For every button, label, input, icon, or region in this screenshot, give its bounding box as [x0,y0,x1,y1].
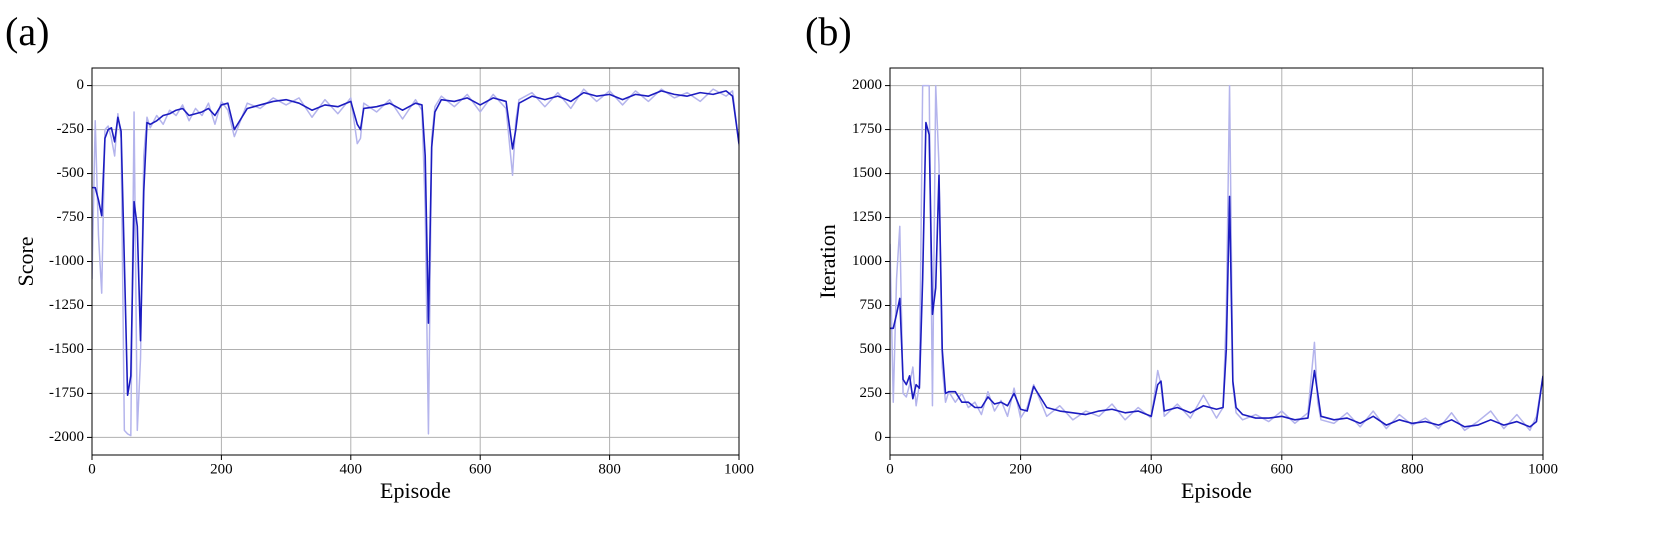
y-tick-label: -1750 [49,385,84,401]
y-tick-label: 250 [860,385,883,401]
subplot: (a) 0 200 400 600 800 1000 0 -250 -500 -750 -1000 -1… [5,9,754,503]
series-line [92,90,739,396]
y-tick-label: 750 [860,297,883,313]
y-tick-label: 0 [77,77,85,93]
series-line [890,84,1543,432]
x-tick-label: 1000 [724,461,754,477]
x-tick-label: 800 [1401,461,1424,477]
subplot: (b) 0 200 400 600 800 1000 0 250 500 750 1000 1250 15… [805,9,1558,503]
y-tick-label: 1000 [852,253,882,269]
series-line [890,121,1543,428]
x-tick-label: 200 [210,461,233,477]
x-tick-label: 800 [598,461,621,477]
y-tick-label: -1500 [49,341,84,357]
y-axis-label: Iteration [815,224,840,299]
panel-title: (b) [805,9,852,54]
plot-frame [889,67,1544,456]
y-tick-label: -250 [57,121,85,137]
y-tick-label: -1250 [49,297,84,313]
x-tick-label: 400 [340,461,363,477]
y-tick-label: 500 [860,341,883,357]
y-tick-label: 1250 [852,209,882,225]
y-tick-label: 0 [875,429,883,445]
x-tick-label: 600 [1271,461,1294,477]
y-tick-label: -2000 [49,429,84,445]
x-tick-label: 400 [1140,461,1163,477]
series-line [92,88,739,437]
x-axis-label: Episode [380,478,451,503]
x-tick-label: 0 [88,461,96,477]
y-tick-label: -500 [57,165,85,181]
y-tick-label: -1000 [49,253,84,269]
x-tick-label: 1000 [1528,461,1558,477]
x-tick-label: 600 [469,461,492,477]
x-tick-label: 200 [1009,461,1032,477]
y-tick-label: 2000 [852,77,882,93]
y-axis-label: Score [13,236,38,286]
x-tick-label: 0 [886,461,894,477]
panel-title: (a) [5,9,49,54]
y-tick-label: 1500 [852,165,882,181]
x-axis-label: Episode [1181,478,1252,503]
y-tick-label: -750 [57,209,85,225]
y-tick-label: 1750 [852,121,882,137]
plot-frame [91,67,740,456]
